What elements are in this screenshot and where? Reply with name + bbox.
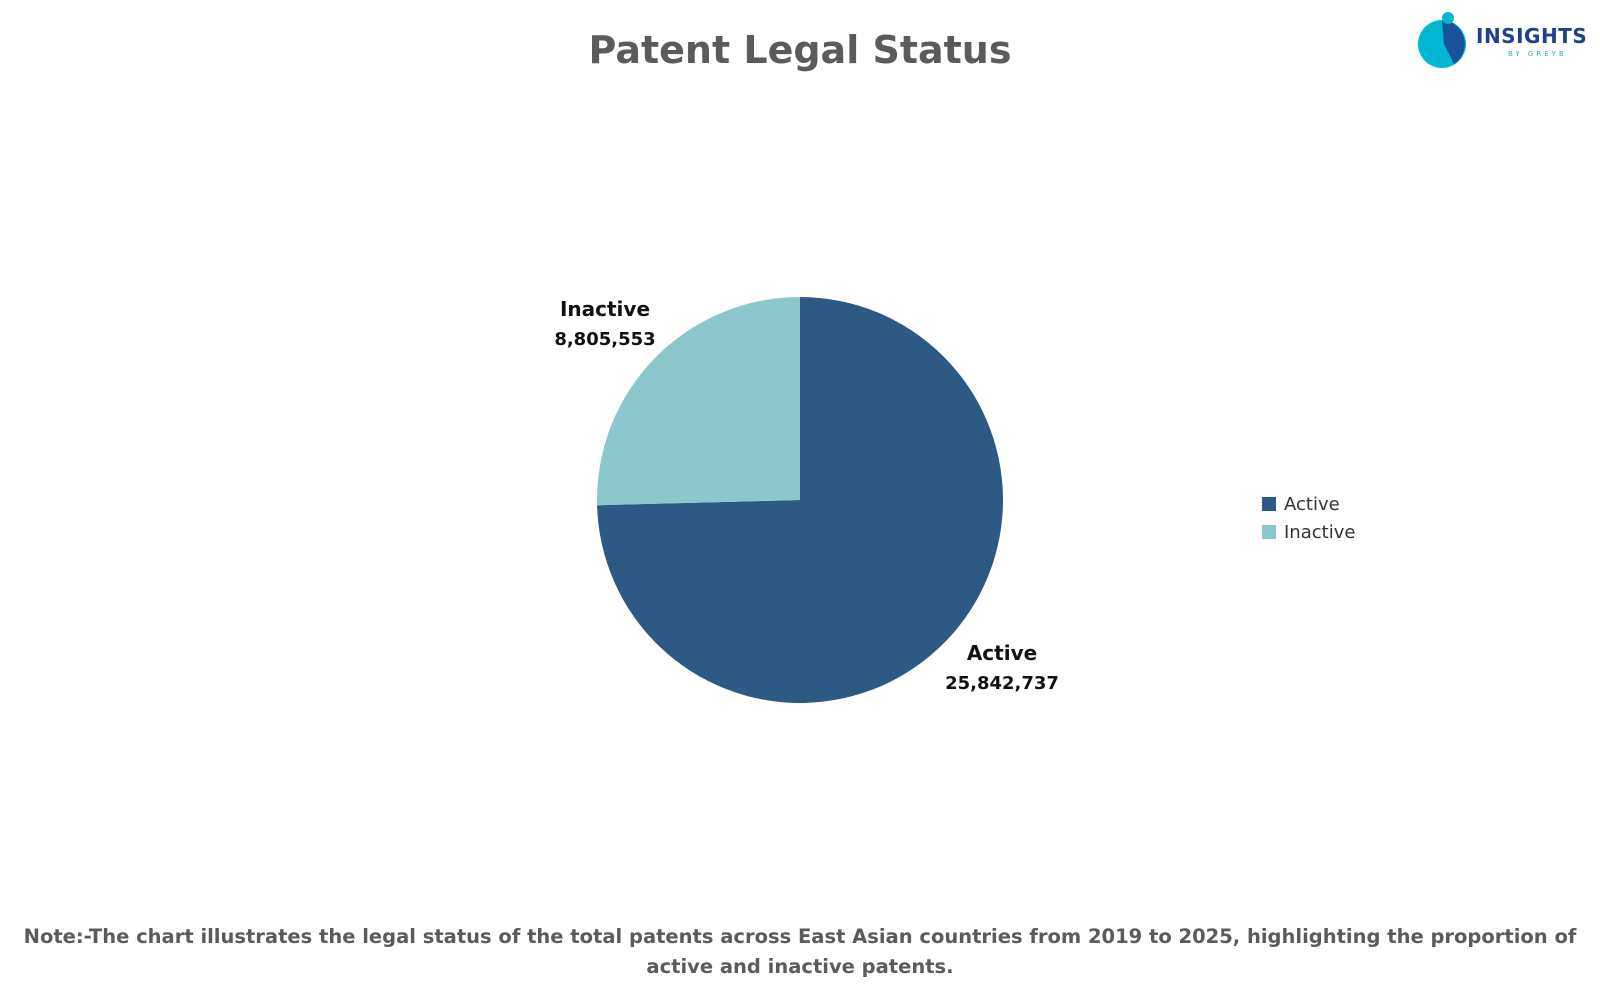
logo-subtext: BY GREYB — [1508, 50, 1567, 58]
chart-title: Patent Legal Status — [588, 28, 1012, 72]
chart-note: Note:-The chart illustrates the legal st… — [23, 925, 1577, 978]
chart-legend: Active Inactive — [1262, 490, 1355, 546]
logo-text: INSIGHTS — [1476, 24, 1588, 48]
pie-slice-active — [597, 297, 1004, 703]
legend-swatch-active — [1262, 497, 1276, 511]
slice-value-inactive: 8,805,553 — [554, 329, 655, 350]
insights-logo: INSIGHTS BY GREYB — [1408, 8, 1588, 78]
legend-label-active: Active — [1284, 493, 1340, 515]
pie-slice-inactive — [597, 297, 800, 506]
legend-item-active: Active — [1262, 490, 1355, 518]
legend-swatch-inactive — [1262, 525, 1276, 539]
slice-label-inactive: Inactive — [560, 297, 650, 321]
logo-mark-icon — [1418, 12, 1466, 68]
slice-label-active: Active — [967, 641, 1037, 665]
legend-item-inactive: Inactive — [1262, 518, 1355, 546]
slice-value-active: 25,842,737 — [945, 673, 1059, 694]
legend-label-inactive: Inactive — [1284, 521, 1356, 543]
